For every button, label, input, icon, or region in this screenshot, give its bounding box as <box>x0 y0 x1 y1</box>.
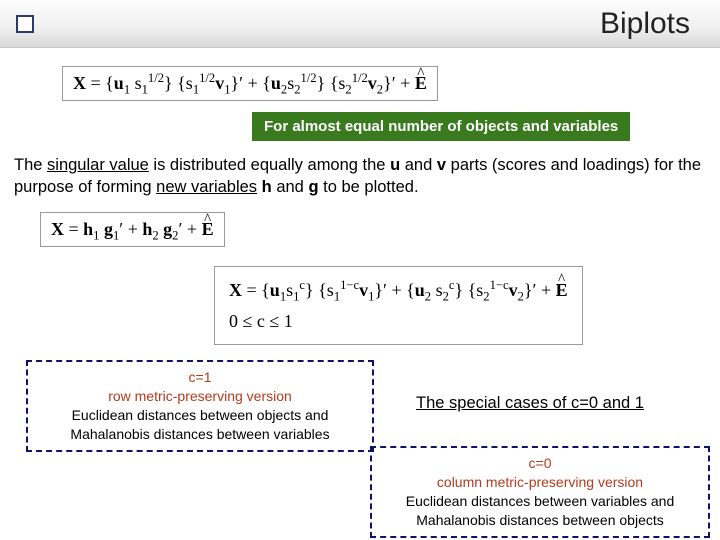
equation-3: X = {u1s1c} {s11−cv1}′ + {u2 s2c} {s21−c… <box>214 266 583 345</box>
p-b4: g <box>308 178 318 196</box>
special-cases-text: The special cases of c=0 and 1 <box>416 394 644 413</box>
p-m6: to be plotted. <box>319 178 419 196</box>
p-u2: new variables <box>156 178 257 196</box>
c0-box: c=0 column metric-preserving version Euc… <box>370 446 710 538</box>
p-u1: singular value <box>47 156 149 174</box>
equation-3-line1: X = {u1s1c} {s11−cv1}′ + {u2 s2c} {s21−c… <box>229 275 568 306</box>
p-b2: v <box>437 156 446 174</box>
p-b1: u <box>390 156 400 174</box>
c1-line1: Euclidean distances between objects and <box>36 406 364 425</box>
equation-1: X = {u1 s11/2} {s11/2v1}′ + {u2s21/2} {s… <box>62 66 438 101</box>
p-m5: and <box>272 178 309 196</box>
c1-sub: row metric-preserving version <box>36 387 364 406</box>
c0-sub: column metric-preserving version <box>380 473 700 492</box>
c1-line2: Mahalanobis distances between variables <box>36 425 364 444</box>
title-bullet-icon <box>16 15 34 33</box>
c1-box: c=1 row metric-preserving version Euclid… <box>26 360 374 452</box>
description-paragraph: The singular value is distributed equall… <box>14 154 708 199</box>
p-m1: is distributed equally among the <box>149 156 390 174</box>
p-m2: and <box>400 156 437 174</box>
special-cases-u: The special cases of c=0 and 1 <box>416 394 644 412</box>
title-bar: Biplots <box>0 0 720 48</box>
p-pre: The <box>14 156 47 174</box>
p-b3: h <box>262 178 272 196</box>
c0-header: c=0 <box>380 454 700 473</box>
c0-line2: Mahalanobis distances between objects <box>380 511 700 530</box>
equation-3-line2: 0 ≤ c ≤ 1 <box>229 306 568 337</box>
slide-title: Biplots <box>44 7 720 41</box>
c0-line1: Euclidean distances between variables an… <box>380 492 700 511</box>
equation-2: X = h1 g1′ + h2 g2′ + E <box>40 212 225 247</box>
green-banner: For almost equal number of objects and v… <box>252 112 630 141</box>
c1-header: c=1 <box>36 368 364 387</box>
